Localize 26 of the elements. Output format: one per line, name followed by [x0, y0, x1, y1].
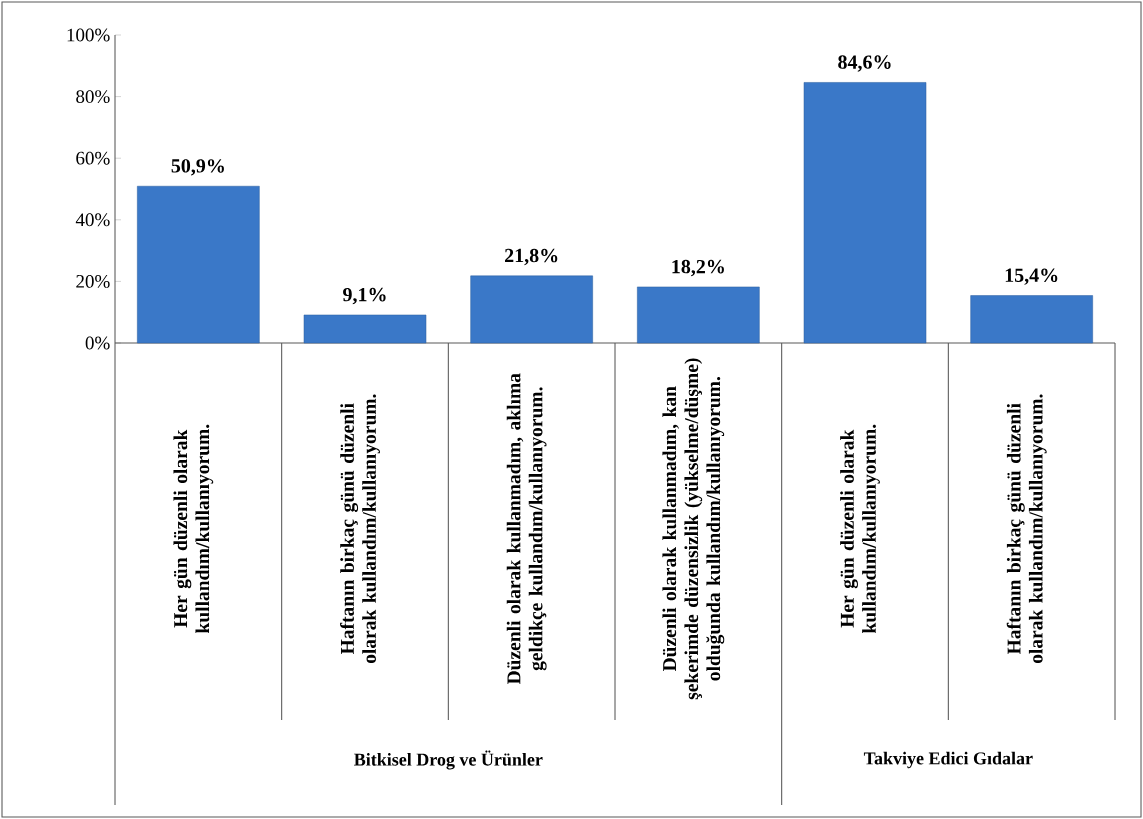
data-label: 21,8%	[505, 248, 558, 266]
bar	[303, 314, 427, 344]
bar	[803, 82, 927, 344]
data-label: 9,1%	[343, 287, 386, 305]
y-tick-label: 20%	[76, 274, 110, 288]
x-tick-label: Düzenli olarak kullanmadım, aklıma geldikçe kullandım/kullanıyorum.	[506, 373, 547, 685]
y-tick-label: 60%	[76, 151, 110, 165]
x-tick-label: Haftanın birkaç günü düzenli olarak kullandım/kullanıyorum.	[1006, 394, 1047, 664]
y-tick-label: 80%	[76, 90, 110, 104]
y-tick-label: 0%	[85, 336, 110, 350]
y-tick-label: 100%	[67, 28, 110, 42]
text: Takviye Edici Gıdalar	[863, 751, 1033, 769]
data-label: 18,2%	[672, 259, 724, 277]
x-tick-label: Haftanın birkaç günü düzenli olarak kullandım/kullanıyorum.	[340, 394, 380, 664]
bar	[137, 185, 260, 344]
bar	[637, 286, 760, 344]
x-tick-label: Düzenli olarak kullanmadım, kan şekerimde düzensizlik (yükselme/düşme) olduğunda kullandım/kullanıyorum.	[662, 358, 725, 700]
text: Bitkisel Drog ve Ürünler	[354, 750, 543, 770]
data-label: 84,6%	[838, 55, 891, 72]
y-tick-label: 40%	[75, 213, 110, 227]
bar	[470, 275, 593, 344]
bar	[970, 295, 1093, 344]
x-tick-label: Her gün düzenli olarak kullandım/kullanıyorum.	[840, 424, 880, 634]
x-tick-label: Her gün düzenli olarak kullandım/kullanıyorum.	[173, 424, 214, 634]
data-label: 15,4%	[1005, 268, 1058, 285]
data-label: 50,9%	[171, 159, 224, 176]
